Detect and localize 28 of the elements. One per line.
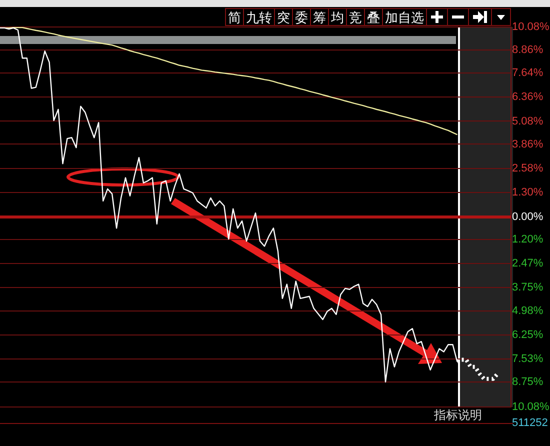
text: 指标说明 bbox=[430, 408, 486, 423]
y-tick-label: 3.75% bbox=[512, 282, 544, 294]
y-tick-label: 6.36% bbox=[512, 91, 544, 104]
text: 加自选 bbox=[382, 8, 426, 26]
y-tick-label: 10.08% bbox=[512, 401, 550, 414]
y-tick-label: 2.58% bbox=[512, 162, 544, 174]
y-tick-label: 8.86% bbox=[512, 44, 544, 56]
text: 筹 bbox=[310, 8, 328, 26]
y-tick-label: 2.47% bbox=[512, 258, 544, 270]
text: 委 bbox=[292, 8, 310, 26]
y-tick-label: 5.08% bbox=[512, 115, 544, 128]
text: 九转 bbox=[243, 8, 274, 26]
text: 叠 bbox=[364, 8, 382, 26]
y-tick-label: 0.00% bbox=[512, 211, 544, 224]
text: 均 bbox=[328, 8, 346, 26]
y-tick-label: 7.64% bbox=[512, 67, 544, 80]
y-tick-label: 10.08% bbox=[512, 21, 550, 34]
y-tick-label: 3.86% bbox=[512, 138, 544, 150]
text: 简 bbox=[225, 8, 243, 26]
text: 突 bbox=[274, 8, 292, 26]
y-tick-label: 1.20% bbox=[512, 234, 544, 246]
y-tick-label: 1.30% bbox=[512, 186, 544, 199]
y-tick-label: 7.53% bbox=[512, 352, 544, 365]
y-tick-label: 8.75% bbox=[512, 376, 544, 388]
y-tick-label: 4.98% bbox=[512, 304, 544, 317]
text: 竞 bbox=[346, 8, 364, 26]
y-tick-label: 6.25% bbox=[512, 328, 544, 341]
text: 511252 bbox=[512, 417, 548, 429]
